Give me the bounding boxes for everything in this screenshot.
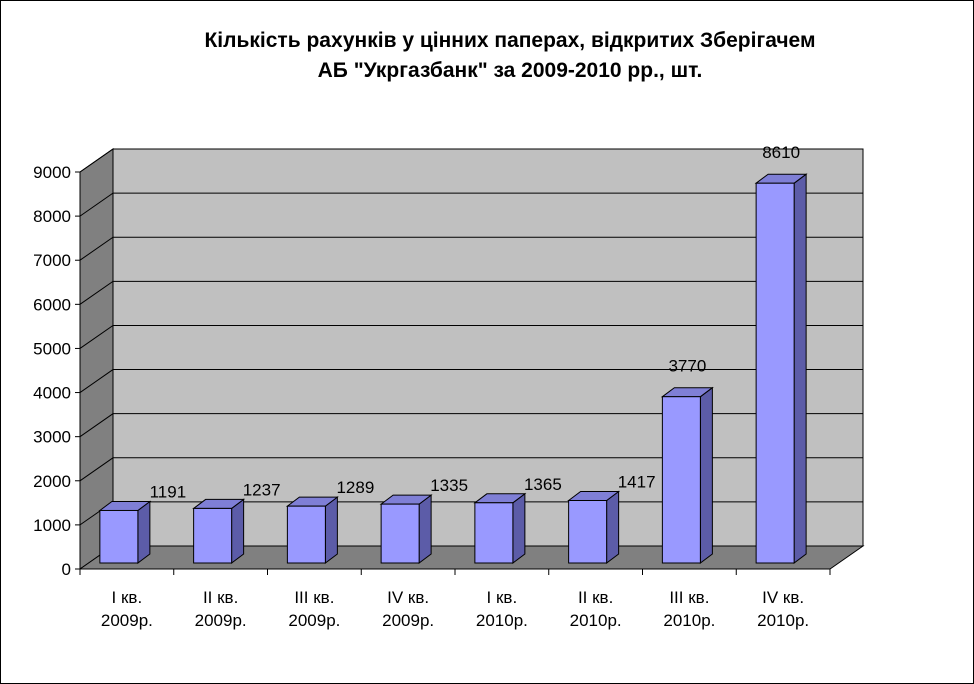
bar — [660, 386, 714, 564]
bar — [285, 496, 339, 564]
category-label: 2009р. — [101, 611, 153, 630]
category-label: 2010р. — [757, 611, 809, 630]
chart-title-line1: Кількість рахунків у цінних паперах, від… — [204, 29, 816, 52]
category-label: 2010р. — [570, 611, 622, 630]
bar-front — [286, 505, 326, 564]
category-label: 2010р. — [663, 611, 715, 630]
category-label: I кв. — [487, 588, 518, 607]
bar — [192, 498, 246, 564]
data-label: 1365 — [524, 475, 562, 494]
back-wall — [112, 148, 864, 547]
bar-front — [755, 182, 795, 564]
gridline — [79, 280, 863, 305]
category-label: 2009р. — [288, 611, 340, 630]
y-tick-label: 6000 — [33, 295, 71, 314]
bar-front — [193, 507, 233, 564]
gridline — [79, 369, 863, 393]
y-tick-label: 7000 — [33, 251, 71, 270]
data-label: 1191 — [150, 482, 187, 501]
bar-side — [512, 492, 526, 564]
gridline — [79, 324, 863, 349]
y-tick-label: 5000 — [33, 339, 71, 358]
category-label: III кв. — [294, 588, 334, 607]
bar-side — [231, 498, 245, 564]
gridline — [79, 413, 863, 438]
category-label: 2009р. — [382, 611, 434, 630]
chart-title: Кількість рахунків у цінних паперах, від… — [0, 26, 974, 86]
bar-side — [699, 386, 713, 564]
y-tick-label: 4000 — [33, 384, 71, 403]
bar — [473, 492, 527, 564]
bar — [98, 500, 152, 564]
bar — [567, 490, 621, 564]
category-label: IV кв. — [762, 588, 804, 607]
y-tick-label: 1000 — [33, 516, 71, 535]
data-label: 1335 — [430, 476, 468, 495]
y-tick-label: 0 — [62, 560, 71, 579]
bar-front — [474, 502, 514, 564]
chart-title-line2: АБ "Укргазбанк" за 2009-2010 рр., шт. — [317, 59, 703, 82]
category-label: 2009р. — [195, 611, 247, 630]
gridline — [79, 236, 863, 261]
y-tick-label: 9000 — [33, 163, 71, 182]
data-label: 8610 — [762, 143, 800, 162]
bar — [754, 173, 808, 564]
data-label: 1237 — [243, 480, 281, 499]
bar-front — [568, 499, 608, 564]
category-label: IV кв. — [387, 588, 429, 607]
gridline — [79, 148, 863, 173]
category-label: II кв. — [203, 588, 238, 607]
y-tick-label: 8000 — [33, 207, 71, 226]
bar-side — [606, 490, 620, 564]
bar-front — [380, 503, 420, 564]
bar-side — [324, 496, 338, 564]
bar — [379, 494, 433, 564]
category-label: 2010р. — [476, 611, 528, 630]
bar-side — [418, 494, 432, 564]
bar-front — [99, 509, 139, 564]
category-label: II кв. — [578, 588, 613, 607]
category-label: I кв. — [112, 588, 143, 607]
gridline — [79, 457, 863, 482]
data-label: 1417 — [618, 472, 656, 491]
y-tick-label: 3000 — [33, 428, 71, 447]
bar-side — [137, 500, 151, 564]
gridline — [79, 192, 863, 217]
bar-side — [793, 173, 807, 564]
category-label: III кв. — [669, 588, 709, 607]
bar-front — [661, 396, 701, 564]
y-tick-label: 2000 — [33, 472, 71, 491]
data-label: 3770 — [668, 357, 706, 376]
data-label: 1289 — [336, 478, 374, 497]
